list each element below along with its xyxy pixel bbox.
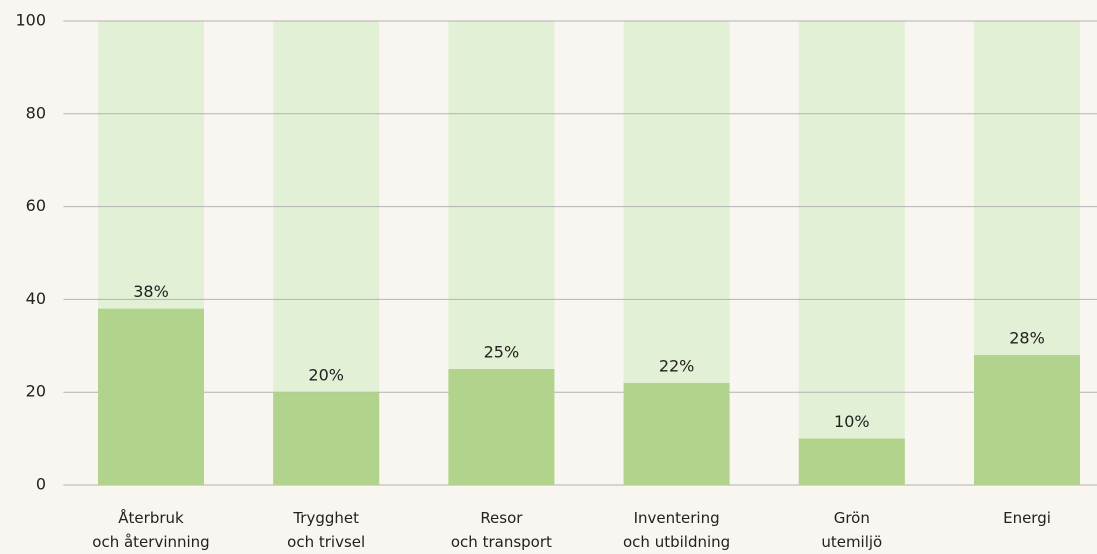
value-label: 10% xyxy=(834,412,870,431)
x-tick-label: Återbruk och återvinning xyxy=(92,509,210,551)
bar xyxy=(448,369,555,485)
x-tick-label: Inventering och utbildning xyxy=(623,509,731,551)
bar xyxy=(974,355,1080,485)
bar-track xyxy=(798,21,905,485)
y-tick-label: 100 xyxy=(15,11,46,30)
bar xyxy=(623,382,730,485)
y-tick-label: 40 xyxy=(26,289,46,308)
x-tick-label: Energi xyxy=(1003,509,1051,527)
bar xyxy=(273,392,380,485)
y-tick-label: 20 xyxy=(26,382,46,401)
bar xyxy=(798,438,905,485)
x-tick-label: Resor och transport xyxy=(450,509,552,551)
value-label: 20% xyxy=(308,366,344,385)
x-tick-label: Trygghet och trivsel xyxy=(287,509,366,551)
value-label: 25% xyxy=(484,343,520,362)
y-tick-label: 0 xyxy=(36,475,46,494)
y-tick-label: 80 xyxy=(26,103,46,122)
value-label: 38% xyxy=(133,282,169,301)
y-tick-label: 60 xyxy=(26,196,46,215)
value-label: 28% xyxy=(1009,329,1045,348)
value-label: 22% xyxy=(659,356,695,375)
x-tick-label: Grön utemiljö xyxy=(821,509,883,551)
bar xyxy=(98,308,204,485)
